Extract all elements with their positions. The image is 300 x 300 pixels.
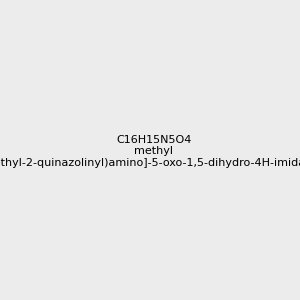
Text: C16H15N5O4
methyl {2-[(6-methoxy-4-methyl-2-quinazolinyl)amino]-5-oxo-1,5-dihydr: C16H15N5O4 methyl {2-[(6-methoxy-4-methy… [0,135,300,168]
